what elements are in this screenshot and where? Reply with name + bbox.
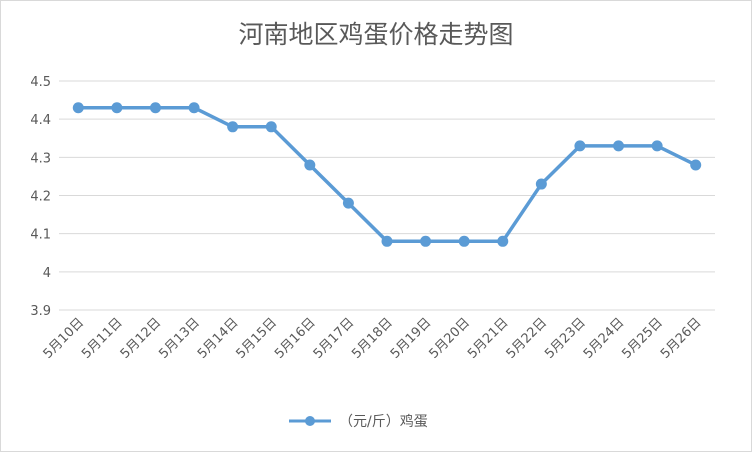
data-point xyxy=(381,235,393,247)
x-tick-label: 5月24日 xyxy=(581,315,628,362)
y-tick-label: 4 xyxy=(43,266,51,281)
data-point xyxy=(227,121,239,133)
y-axis-ticks: 3.9 4 4.1 4.2 4.3 4.4 4.5 xyxy=(30,75,51,319)
x-tick-label: 5月26日 xyxy=(658,315,705,362)
x-tick-label: 5月10日 xyxy=(41,315,88,362)
data-point xyxy=(72,102,84,114)
data-point xyxy=(535,178,547,190)
y-tick-label: 3.9 xyxy=(30,304,51,319)
data-point xyxy=(497,235,509,247)
data-point xyxy=(651,140,663,152)
chart-title: 河南地区鸡蛋价格走势图 xyxy=(238,20,513,49)
x-tick-label: 5月15日 xyxy=(234,315,281,362)
data-point xyxy=(188,102,200,114)
x-tick-label: 5月20日 xyxy=(426,315,473,362)
x-tick-label: 5月19日 xyxy=(388,315,435,362)
series-layer xyxy=(72,102,702,247)
legend: （元/斤）鸡蛋 xyxy=(289,413,428,430)
x-tick-label: 5月18日 xyxy=(349,315,396,362)
data-point xyxy=(342,197,354,209)
y-tick-label: 4.3 xyxy=(30,151,51,166)
series-line xyxy=(78,105,697,244)
y-tick-label: 4.4 xyxy=(30,113,51,128)
data-point xyxy=(458,235,470,247)
data-point xyxy=(613,140,625,152)
x-tick-label: 5月13日 xyxy=(156,315,203,362)
y-tick-label: 4.1 xyxy=(30,228,51,243)
gridlines xyxy=(59,80,715,311)
x-tick-label: 5月25日 xyxy=(619,315,666,362)
x-tick-label: 5月21日 xyxy=(465,315,512,362)
data-point xyxy=(420,235,432,247)
x-tick-label: 5月16日 xyxy=(272,315,319,362)
y-tick-label: 4.2 xyxy=(30,190,51,205)
data-point xyxy=(149,102,161,114)
x-tick-label: 5月22日 xyxy=(504,315,551,362)
x-tick-label: 5月11日 xyxy=(79,315,126,362)
data-point xyxy=(265,121,277,133)
legend-point-marker xyxy=(305,416,315,426)
legend-label: （元/斤）鸡蛋 xyxy=(339,413,428,430)
data-point xyxy=(111,102,123,114)
x-tick-label: 5月12日 xyxy=(118,315,165,362)
y-tick-label: 4.5 xyxy=(30,75,51,90)
x-tick-label: 5月23日 xyxy=(542,315,589,362)
data-point xyxy=(304,159,316,171)
data-point xyxy=(690,159,702,171)
x-tick-label: 5月17日 xyxy=(311,315,358,362)
x-axis-ticks: 5月10日5月11日5月12日5月13日5月14日5月15日5月16日5月17日… xyxy=(41,315,705,362)
data-point xyxy=(574,140,586,152)
x-tick-label: 5月14日 xyxy=(195,315,242,362)
